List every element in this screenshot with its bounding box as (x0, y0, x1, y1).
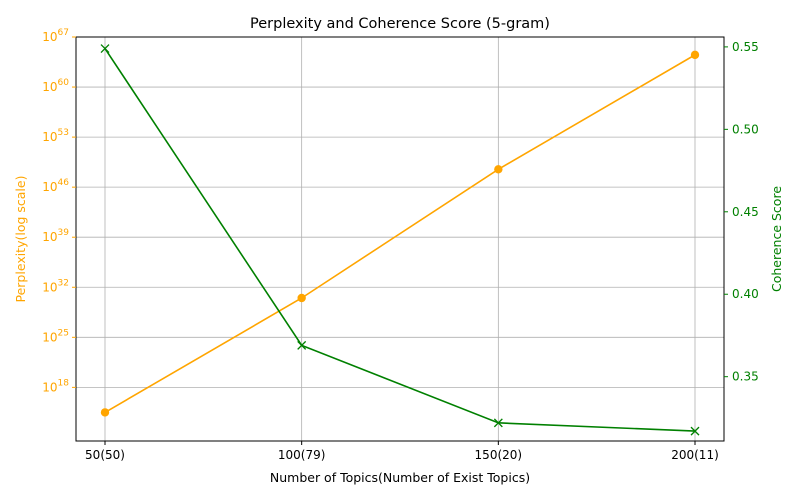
perplexity-data-point (297, 293, 306, 303)
left-axis-label: Perplexity(log scale) (13, 176, 28, 303)
left-y-tick-label: 1018 (42, 378, 69, 394)
right-y-tick-label: 0.50 (732, 122, 759, 136)
chart-title: Perplexity and Coherence Score (5-gram) (250, 16, 550, 32)
x-tick-label: 150(20) (475, 448, 523, 462)
grid (76, 36, 724, 441)
perplexity-data-point (494, 165, 503, 174)
left-y-tick-label: 1039 (42, 228, 69, 244)
x-tick-label: 50(50) (85, 448, 125, 462)
x-tick-label: 100(79) (278, 448, 326, 462)
right-y-tick-label: 0.45 (732, 205, 759, 219)
right-axis-label: Coherence Score (769, 186, 784, 292)
left-y-tick-label: 1025 (42, 328, 69, 344)
coherence-data-point (100, 44, 110, 54)
series-layer (100, 44, 700, 436)
right-y-tick-label: 0.35 (732, 370, 759, 384)
x-tick-label: 200(11) (671, 448, 719, 462)
left-y-tick-label: 1032 (42, 278, 69, 294)
left-y-tick-label: 1060 (42, 78, 69, 94)
perplexity-series-line (104, 54, 696, 414)
left-y-tick-label: 1046 (42, 178, 69, 194)
left-y-tick-label: 1053 (42, 128, 69, 144)
axes: 50(50) 100(79) 150(20) 200(11) 1018 1025 1032 1… (42, 28, 758, 462)
left-y-tick-label: 1067 (42, 28, 69, 44)
coherence-data-point (493, 418, 503, 428)
plot-frame (75, 36, 725, 442)
right-y-tick-label: 0.55 (732, 40, 759, 54)
perplexity-data-point (690, 50, 700, 60)
coherence-series-line (104, 48, 696, 432)
coherence-data-point (690, 426, 700, 436)
perplexity-data-point (100, 408, 110, 417)
coherence-data-point (297, 340, 307, 350)
right-y-tick-label: 0.40 (732, 287, 759, 301)
x-axis-label: Number of Topics(Number of Exist Topics) (270, 470, 530, 485)
